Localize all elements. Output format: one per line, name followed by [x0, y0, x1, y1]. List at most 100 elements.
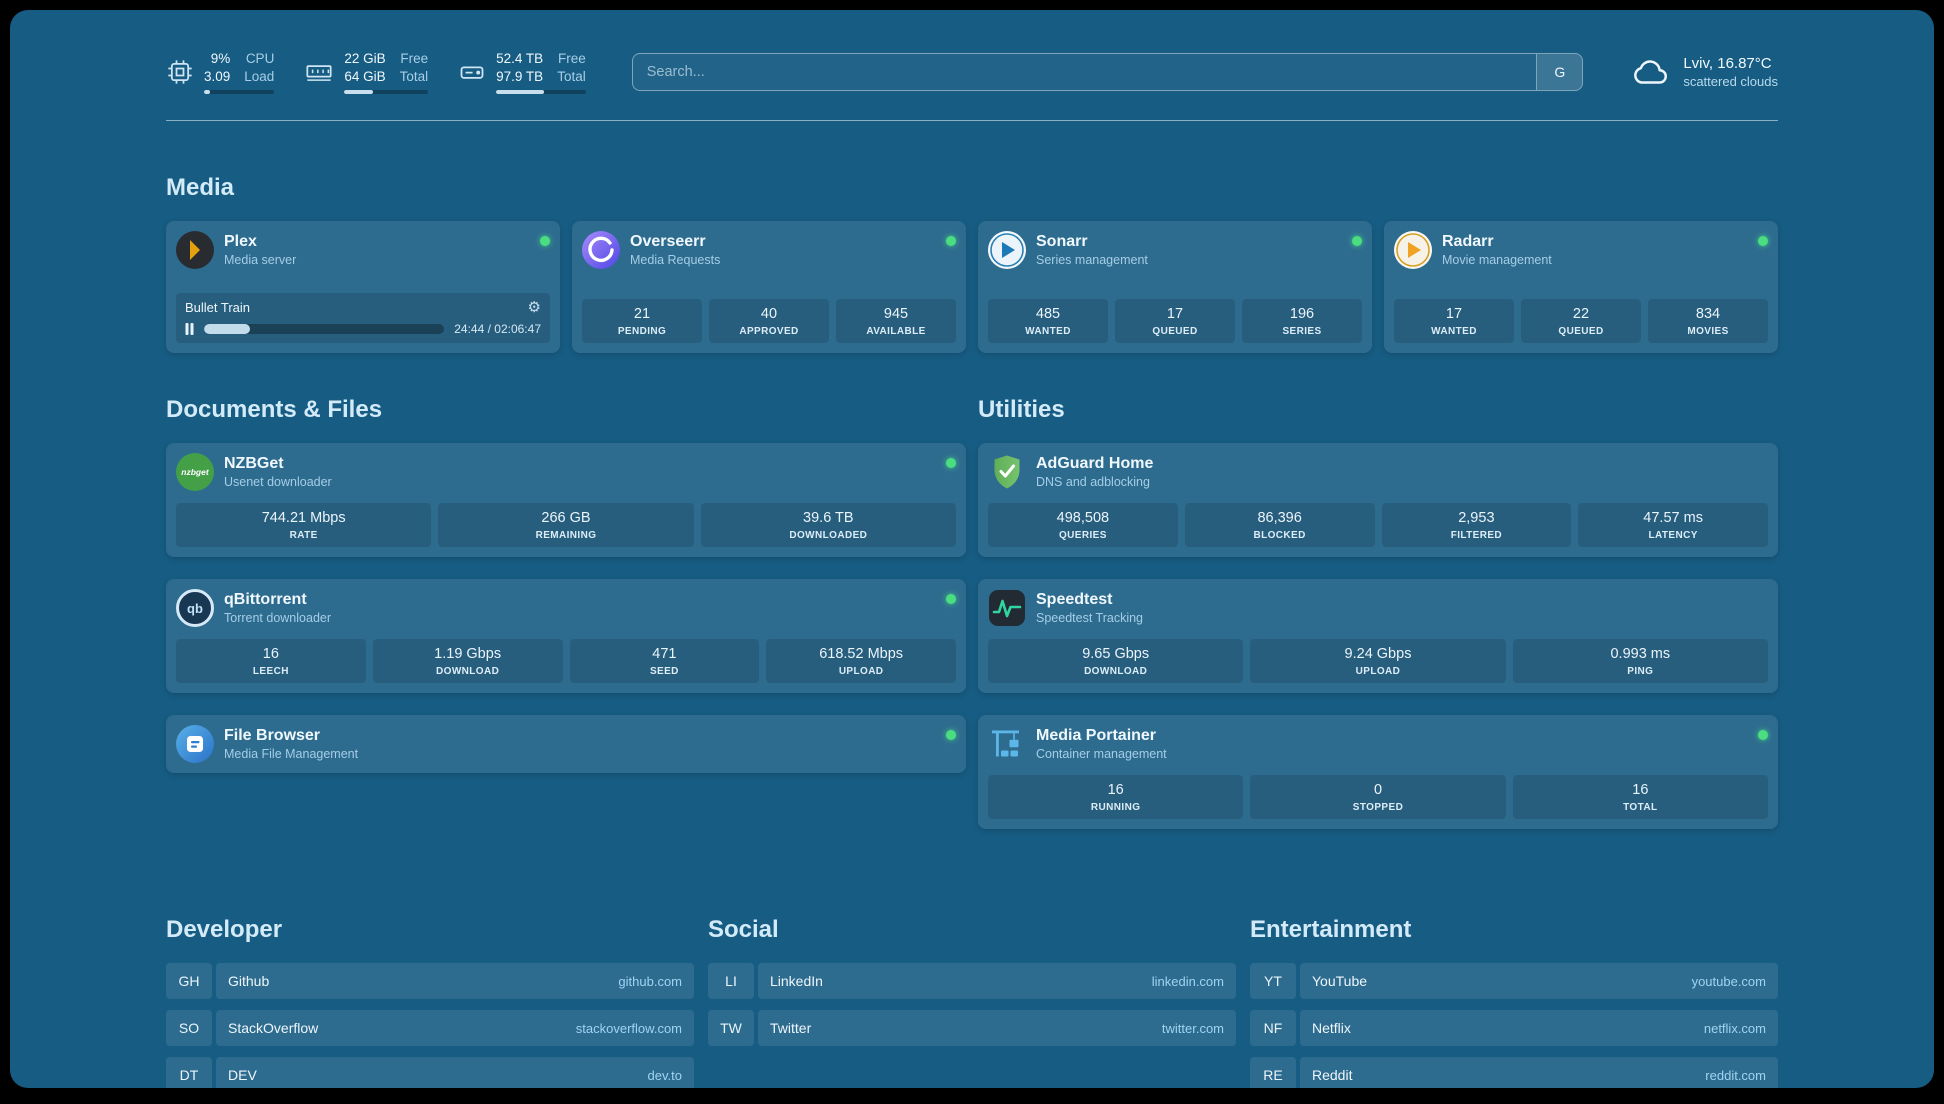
- stat-tile: 2,953 FILTERED: [1381, 503, 1572, 547]
- stat-tile: 9.65 Gbps DOWNLOAD: [988, 639, 1244, 683]
- bookmark-url: dev.to: [647, 1067, 682, 1083]
- bookmark-github[interactable]: GH Github github.com: [166, 963, 694, 999]
- bookmark-abbr: RE: [1250, 1057, 1296, 1088]
- stat-tile: 196 SERIES: [1242, 299, 1362, 343]
- stat-tile: 498,508 QUERIES: [988, 503, 1178, 547]
- pause-button[interactable]: [185, 323, 194, 335]
- stat-tile: 744.21 Mbps RATE: [176, 503, 432, 547]
- search-provider-button[interactable]: G: [1536, 54, 1583, 90]
- now-playing-widget: Bullet Train ⚙ 24:44 / 02:06:47: [176, 293, 550, 343]
- status-dot: [1758, 236, 1768, 246]
- stat-tile: 47.57 ms LATENCY: [1578, 503, 1768, 547]
- section-title-developer: Developer: [166, 916, 283, 943]
- service-title: Media Portainer: [1036, 727, 1157, 744]
- stat-tile: 86,396 BLOCKED: [1184, 503, 1375, 547]
- bookmark-url: netflix.com: [1703, 1020, 1766, 1036]
- stat-tile: 16 TOTAL: [1512, 775, 1768, 819]
- service-card-radarr[interactable]: Radarr Movie management 17 WANTED 22 QUE…: [1384, 221, 1778, 353]
- bookmark-dev[interactable]: DT DEV dev.to: [166, 1057, 694, 1088]
- stat-tile: 1.19 Gbps DOWNLOAD: [372, 639, 563, 683]
- disk-total-value: 97.9 TB: [496, 69, 544, 84]
- bookmark-name: LinkedIn: [770, 973, 823, 989]
- service-card-qbittorrent[interactable]: qb qBittorrent Torrent downloader 16 LEE…: [166, 579, 966, 693]
- service-title: Speedtest: [1036, 591, 1113, 608]
- service-subtitle: Usenet downloader: [224, 475, 332, 489]
- service-card-overseerr[interactable]: Overseerr Media Requests 21 PENDING 40 A…: [572, 221, 966, 353]
- bookmark-linkedin[interactable]: LI LinkedIn linkedin.com: [708, 963, 1236, 999]
- disk-widget: 52.4 TB 97.9 TB Free Total: [458, 50, 586, 94]
- service-card-speedtest[interactable]: Speedtest Speedtest Tracking 9.65 Gbps D…: [978, 579, 1778, 693]
- service-subtitle: DNS and adblocking: [1036, 475, 1150, 489]
- memory-total-value: 64 GiB: [344, 69, 386, 84]
- cpu-load-label: Load: [244, 69, 275, 84]
- memory-progress-bar: [344, 90, 429, 94]
- resource-widgets: 9% 3.09 CPU Load: [166, 50, 586, 94]
- gear-icon[interactable]: ⚙: [527, 299, 541, 316]
- service-card-filebrowser[interactable]: File Browser Media File Management: [166, 715, 966, 773]
- disk-icon: [458, 58, 486, 86]
- disk-progress-fill: [496, 90, 544, 94]
- documents-column: Documents & Files nzbget NZBGet Usenet d…: [166, 395, 966, 795]
- section-title-social: Social: [708, 916, 779, 943]
- social-column: Social LI LinkedIn linkedin.com TW Twitt…: [708, 915, 1236, 1057]
- status-dot: [1352, 236, 1362, 246]
- bookmark-abbr: GH: [166, 963, 212, 999]
- radarr-icon: [1394, 231, 1432, 269]
- bookmark-url: stackoverflow.com: [575, 1020, 682, 1036]
- bookmark-name: Netflix: [1312, 1020, 1351, 1036]
- stat-tile: 16 LEECH: [176, 639, 366, 683]
- weather-widget[interactable]: Lviv, 16.87°C scattered clouds: [1629, 54, 1778, 90]
- service-card-sonarr[interactable]: Sonarr Series management 485 WANTED 17 Q…: [978, 221, 1372, 353]
- bookmark-abbr: YT: [1250, 963, 1296, 999]
- section-title-entertainment: Entertainment: [1250, 916, 1412, 943]
- service-title: Sonarr: [1036, 233, 1088, 250]
- service-card-nzbget[interactable]: nzbget NZBGet Usenet downloader 744.21 M…: [166, 443, 966, 557]
- bookmarks-section: Developer GH Github github.com SO StackO…: [166, 915, 1778, 1088]
- stat-tile: 9.24 Gbps UPLOAD: [1250, 639, 1506, 683]
- service-title: Plex: [224, 233, 257, 250]
- service-subtitle: Torrent downloader: [224, 611, 332, 625]
- service-title: qBittorrent: [224, 591, 307, 608]
- service-card-plex[interactable]: Plex Media server Bullet Train ⚙: [166, 221, 560, 353]
- bookmark-abbr: LI: [708, 963, 754, 999]
- bookmark-youtube[interactable]: YT YouTube youtube.com: [1250, 963, 1778, 999]
- service-card-adguard[interactable]: AdGuard Home DNS and adblocking 498,508 …: [978, 443, 1778, 557]
- utilities-column: Utilities AdGuard Home: [978, 395, 1778, 851]
- stat-tile: 16 RUNNING: [988, 775, 1244, 819]
- status-dot: [1758, 730, 1768, 740]
- section-title-media: Media: [166, 174, 235, 201]
- filebrowser-icon: [176, 725, 214, 763]
- service-subtitle: Media server: [224, 253, 297, 267]
- service-subtitle: Movie management: [1442, 253, 1552, 267]
- adguard-icon: [988, 453, 1026, 491]
- playback-progress-bar: [204, 324, 445, 334]
- bookmark-name: Twitter: [770, 1020, 812, 1036]
- status-dot: [946, 236, 956, 246]
- stat-tile: 0 STOPPED: [1250, 775, 1506, 819]
- playback-progress-fill: [204, 324, 250, 334]
- disk-free-label: Free: [557, 51, 586, 66]
- stat-tile: 39.6 TB DOWNLOADED: [700, 503, 956, 547]
- cpu-progress-fill: [204, 90, 211, 94]
- service-subtitle: Media Requests: [630, 253, 721, 267]
- bookmark-reddit[interactable]: RE Reddit reddit.com: [1250, 1057, 1778, 1088]
- now-playing-title: Bullet Train: [185, 300, 251, 315]
- bookmark-netflix[interactable]: NF Netflix netflix.com: [1250, 1010, 1778, 1046]
- bookmark-stackoverflow[interactable]: SO StackOverflow stackoverflow.com: [166, 1010, 694, 1046]
- cloud-icon: [1629, 57, 1671, 87]
- bookmark-url: reddit.com: [1705, 1067, 1766, 1083]
- topbar-divider: [166, 120, 1778, 121]
- memory-free-value: 22 GiB: [344, 51, 386, 66]
- status-dot: [946, 594, 956, 604]
- section-title-utilities: Utilities: [978, 396, 1065, 423]
- service-card-portainer[interactable]: Media Portainer Container management 16 …: [978, 715, 1778, 829]
- search-input[interactable]: [632, 54, 1537, 90]
- memory-total-label: Total: [399, 69, 429, 84]
- stat-tile: 22 QUEUED: [1521, 299, 1641, 343]
- service-subtitle: Speedtest Tracking: [1036, 611, 1144, 625]
- bookmark-name: Reddit: [1312, 1067, 1353, 1083]
- memory-free-label: Free: [400, 51, 429, 66]
- bookmark-abbr: NF: [1250, 1010, 1296, 1046]
- bookmark-twitter[interactable]: TW Twitter twitter.com: [708, 1010, 1236, 1046]
- service-subtitle: Container management: [1036, 747, 1167, 761]
